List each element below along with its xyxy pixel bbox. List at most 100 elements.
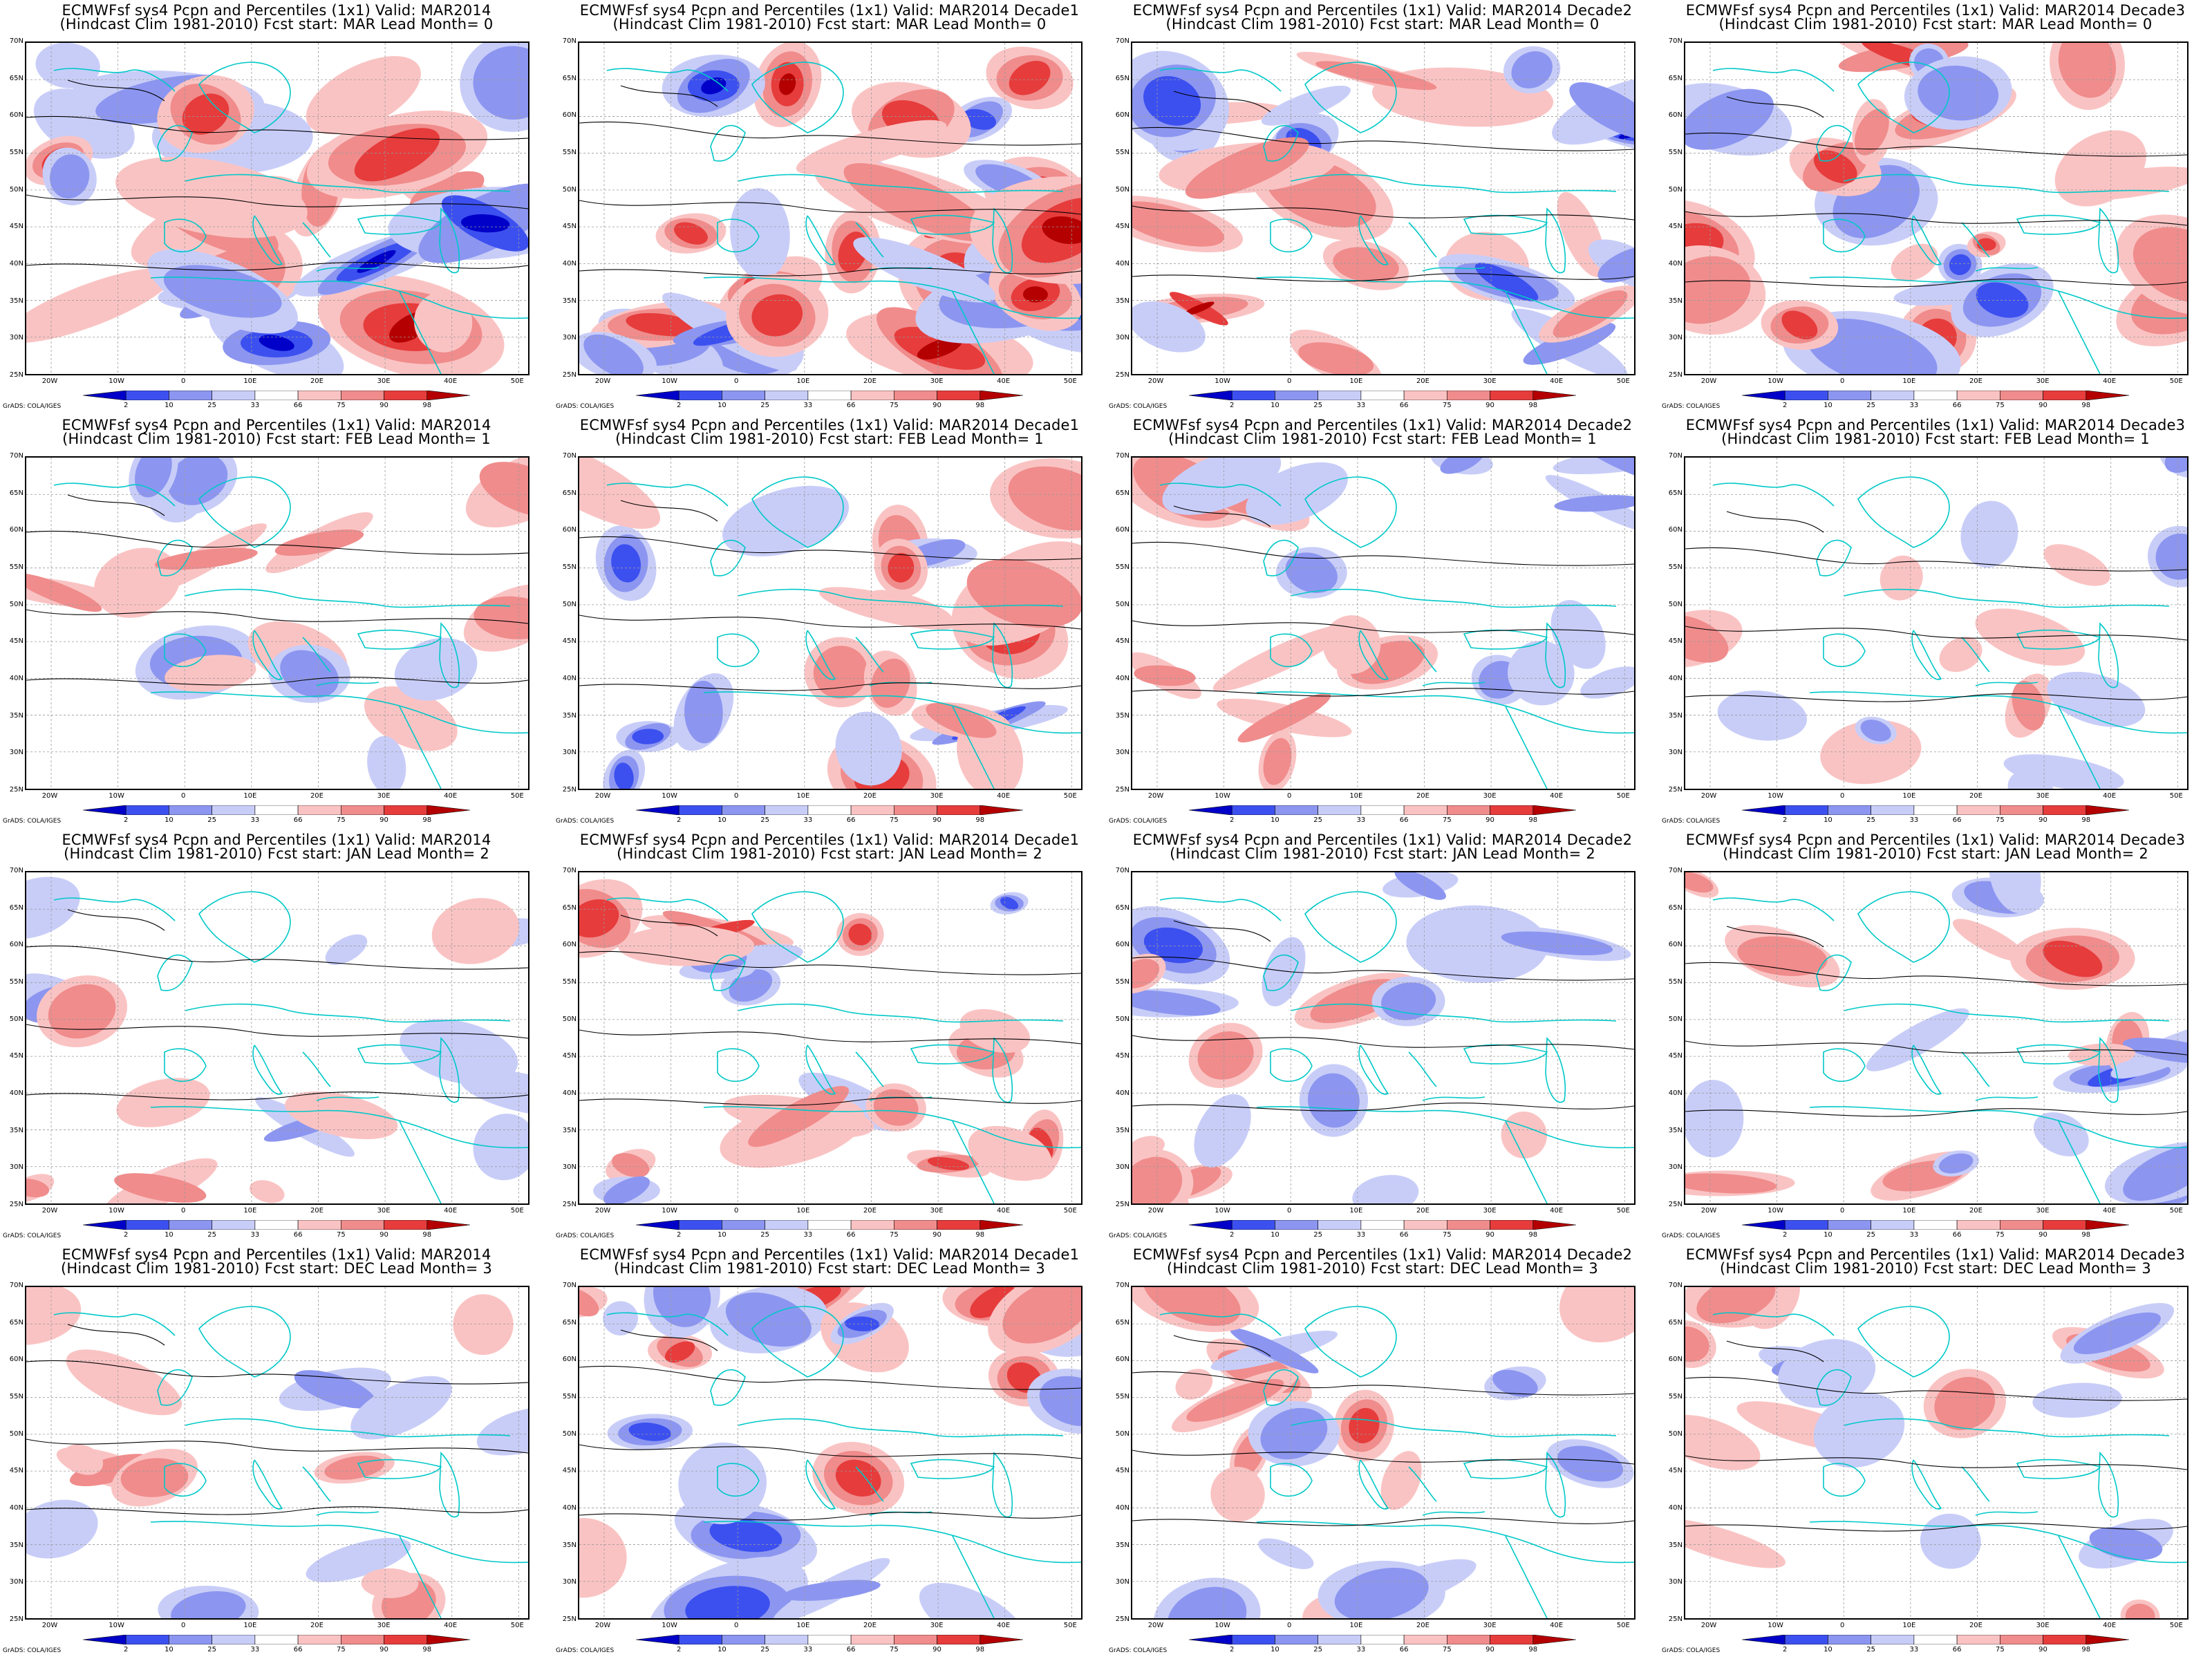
latitude-label: 55N <box>9 978 24 986</box>
longitude-label: 30E <box>2036 1207 2050 1215</box>
longitude-label: 10W <box>1768 377 1783 385</box>
colorbar-label: 10 <box>1824 402 1833 409</box>
longitude-label: 10E <box>796 1622 810 1629</box>
latitude-label: 65N <box>9 74 24 82</box>
wet-anomaly-shading <box>431 898 520 964</box>
coastline <box>952 1535 995 1618</box>
longitude-label: 50E <box>510 1622 524 1629</box>
coastline <box>1270 633 1313 668</box>
coastline <box>910 1459 995 1479</box>
colorbar-label: 25 <box>207 1646 217 1653</box>
colorbar-segment <box>894 1635 937 1644</box>
colorbar-label: 2 <box>677 1231 682 1239</box>
wet-anomaly-shading <box>1237 693 1331 743</box>
map-panel: ECMWFsf sys4 Pcpn and Percentiles (1x1) … <box>0 415 553 830</box>
dry-anomaly-shading <box>473 46 528 120</box>
colorbar-label: 2 <box>677 402 682 409</box>
colorbar <box>1189 1220 1576 1230</box>
coastline <box>1911 1044 1942 1095</box>
latitude-label: 60N <box>9 111 24 120</box>
colorbar-segment <box>212 1220 256 1230</box>
colorbar-label: 75 <box>1442 1646 1452 1653</box>
colorbar-label: 98 <box>1528 1646 1538 1653</box>
latitude-label: 40N <box>1115 1504 1130 1512</box>
longitude-label: 10E <box>243 1207 257 1215</box>
longitude-label: 20W <box>1700 377 1717 385</box>
latitude-label: 50N <box>1115 600 1130 608</box>
latitude-label: 40N <box>1115 260 1130 268</box>
colorbar-segment <box>297 1220 341 1230</box>
coastline <box>805 1459 836 1510</box>
longitude-label: 0 <box>1840 1622 1845 1629</box>
coastline <box>1809 1106 2187 1149</box>
colorbar-segment <box>636 1635 679 1644</box>
percentile-contour <box>620 915 718 937</box>
longitude-label: 0 <box>734 1207 739 1215</box>
colorbar-segment <box>2086 391 2129 400</box>
colorbar-segment <box>1828 391 1871 400</box>
map-canvas <box>1132 1287 1634 1618</box>
coastline <box>1256 1521 1634 1564</box>
wet-anomaly-shading <box>2125 1604 2155 1618</box>
colorbar-segment <box>850 1220 894 1230</box>
longitude-label: 20E <box>1416 1207 1430 1215</box>
longitude-label: 20E <box>1416 1622 1430 1629</box>
coastline <box>855 1466 884 1502</box>
colorbar-segment <box>1189 391 1232 400</box>
wet-anomaly-shading <box>2058 43 2117 98</box>
coastline <box>1975 267 2038 272</box>
longitude-label: 0 <box>181 1207 186 1215</box>
coastline <box>1844 174 2170 194</box>
percentile-contour <box>579 1512 1081 1521</box>
map-panel: ECMWFsf sys4 Pcpn and Percentiles (1x1) … <box>0 1244 553 1659</box>
wet-anomaly-shading <box>2133 227 2187 303</box>
colorbar-label: 25 <box>760 1646 770 1653</box>
latitude-label: 45N <box>1668 223 1683 231</box>
dry-anomaly-shading <box>400 1019 518 1085</box>
wet-anomaly-shading <box>1263 738 1292 785</box>
colorbar-segment <box>125 1220 169 1230</box>
wet-anomaly-shading <box>612 1153 650 1178</box>
coastline <box>53 897 176 921</box>
map-area <box>578 456 1082 790</box>
panel-title: ECMWFsf sys4 Pcpn and Percentiles (1x1) … <box>579 1246 1080 1263</box>
coastline <box>2058 1121 2101 1203</box>
colorbar-label: 2 <box>1230 1646 1235 1653</box>
latitude-label: 60N <box>9 526 24 534</box>
coastline <box>952 291 995 374</box>
coastline <box>2058 1535 2101 1618</box>
dry-anomaly-shading <box>476 1407 528 1456</box>
percentile-contour <box>579 536 1081 561</box>
latitude-label: 70N <box>1115 452 1130 460</box>
wet-anomaly-shading <box>154 547 258 570</box>
longitude-label: 10E <box>1349 1207 1363 1215</box>
map-area <box>1684 1286 2188 1620</box>
coastline <box>855 637 884 673</box>
wet-anomaly-shading <box>626 312 698 337</box>
coastline <box>2058 291 2101 374</box>
colorbar-label: 10 <box>1824 1646 1833 1653</box>
percentile-contour <box>1685 1523 2187 1532</box>
coastline <box>185 1003 511 1023</box>
map-area <box>1684 871 2188 1205</box>
colorbar-segment <box>2043 805 2087 815</box>
latitude-label: 25N <box>1115 371 1130 379</box>
dry-anomaly-shading <box>350 1376 452 1440</box>
panel-title: ECMWFsf sys4 Pcpn and Percentiles (1x1) … <box>579 2 1080 19</box>
colorbar-segment <box>636 805 679 815</box>
longitude-label: 0 <box>1287 1622 1292 1629</box>
colorbar-label: 10 <box>718 816 727 824</box>
coastline <box>150 691 528 734</box>
latitude-label: 25N <box>562 371 577 379</box>
colorbar-segment <box>1231 1635 1275 1644</box>
wet-anomaly-shading <box>26 1179 50 1198</box>
grads-credit: GrADS: COLA/IGES <box>556 1232 615 1239</box>
longitude-label: 10E <box>1902 792 1916 800</box>
longitude-label: 50E <box>1616 1622 1630 1629</box>
coastline <box>1358 1459 1389 1510</box>
map-area <box>1684 456 2188 790</box>
longitude-label: 20E <box>1416 792 1430 800</box>
longitude-label: 40E <box>2103 1207 2117 1215</box>
colorbar-label: 10 <box>1271 1646 1280 1653</box>
latitude-label: 50N <box>9 185 24 194</box>
